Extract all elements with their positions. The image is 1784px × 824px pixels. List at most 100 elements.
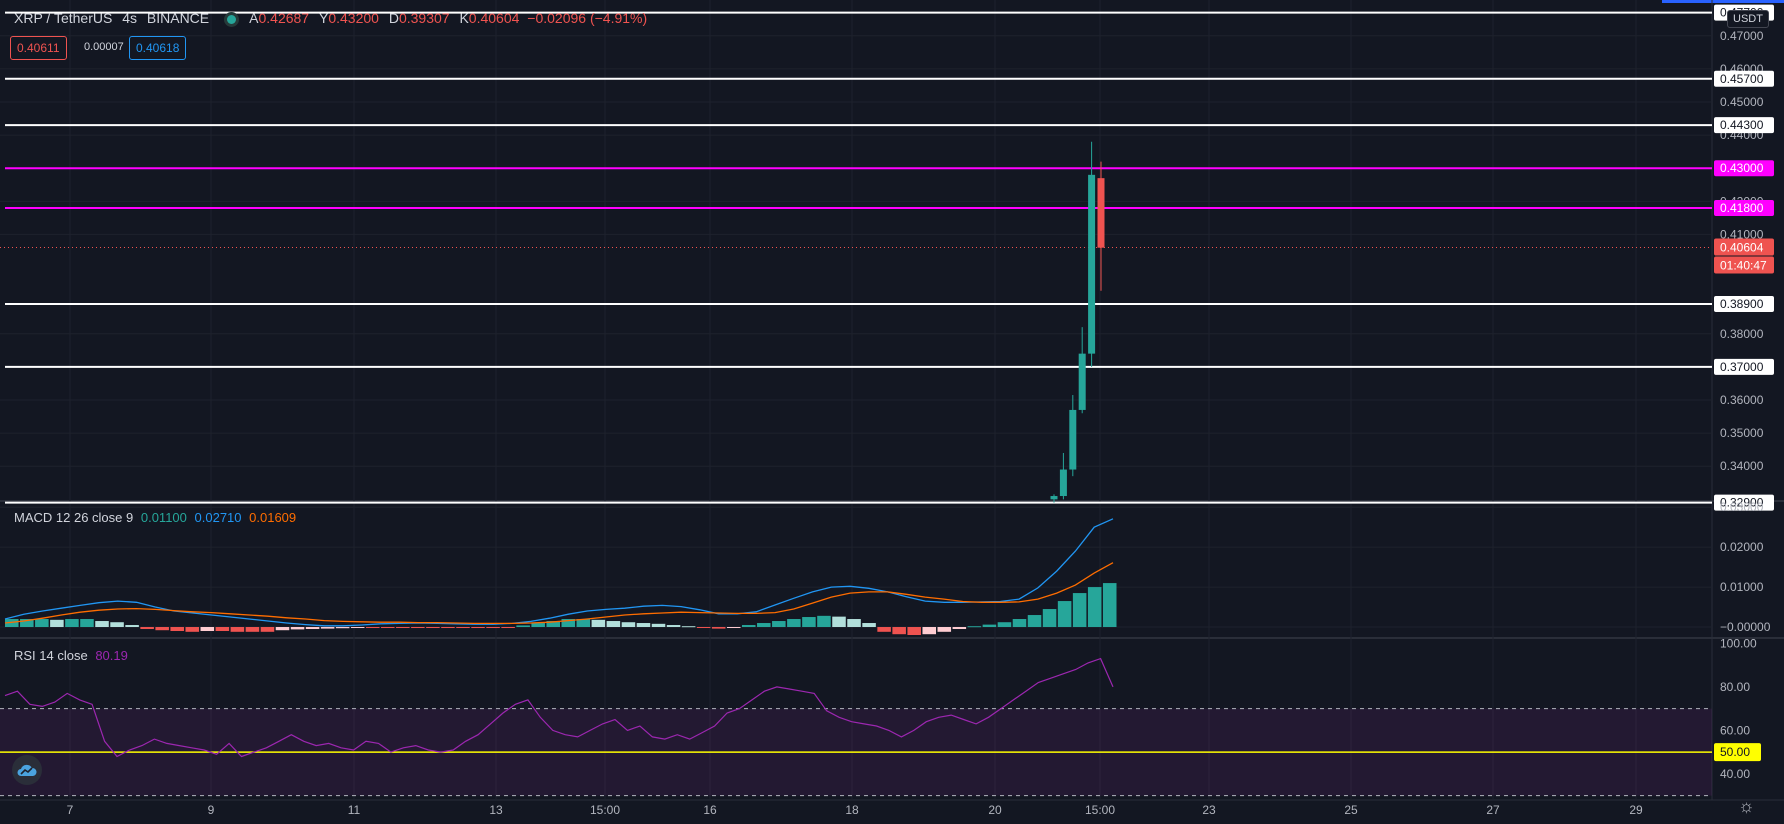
macd-histogram-bar bbox=[95, 621, 109, 628]
macd-histogram-bar bbox=[80, 619, 94, 628]
macd-histogram-bar bbox=[185, 627, 200, 632]
high-label: Y bbox=[318, 10, 329, 26]
macd-signal-value: 0.01609 bbox=[249, 510, 297, 525]
time-tick-label: 13 bbox=[489, 803, 503, 817]
price-tick-label: 0.38000 bbox=[1720, 327, 1764, 341]
last-price-badge[interactable] bbox=[1714, 238, 1774, 256]
macd-histogram-bar bbox=[982, 624, 997, 628]
macd-histogram-bar bbox=[651, 623, 666, 628]
macd-histogram-bar bbox=[877, 627, 891, 632]
macd-title[interactable]: MACD 12 26 close 9 bbox=[14, 510, 134, 525]
level-price-badge[interactable] bbox=[1714, 494, 1774, 511]
time-tick-label: 15:00 bbox=[1085, 803, 1115, 817]
macd-histogram-bar bbox=[636, 623, 651, 628]
macd-histogram-bar bbox=[275, 627, 290, 631]
last-price-label: 0.40604 bbox=[1720, 241, 1764, 255]
macd-histogram-bar bbox=[471, 627, 485, 629]
time-tick-label: 9 bbox=[208, 803, 215, 817]
macd-histogram-bar bbox=[922, 627, 937, 635]
horizontal-levels[interactable] bbox=[0, 11, 1712, 504]
macd-legend: MACD 12 26 close 9 0.01100 0.02710 0.016… bbox=[14, 510, 296, 525]
open-label: A bbox=[249, 10, 259, 26]
price-axis[interactable]: 0.470000.460000.450000.440000.420000.410… bbox=[1714, 4, 1774, 781]
macd-histogram-bar bbox=[215, 627, 230, 632]
macd-histogram-bar bbox=[1012, 619, 1027, 628]
time-tick-label: 18 bbox=[845, 803, 859, 817]
candle-body[interactable] bbox=[1050, 496, 1058, 500]
rsi-pane bbox=[0, 657, 1712, 797]
macd-histogram-bar bbox=[110, 622, 124, 628]
macd-histogram-bar bbox=[441, 627, 455, 629]
rsi-tick-label: 100.00 bbox=[1720, 636, 1757, 650]
macd-histogram-bar bbox=[260, 627, 275, 632]
macd-histogram-bar bbox=[907, 627, 921, 636]
macd-histogram-bar bbox=[726, 627, 741, 629]
candle-body[interactable] bbox=[1097, 178, 1105, 248]
macd-histogram-bar bbox=[290, 627, 305, 630]
macd-tick-label: 0.01000 bbox=[1720, 580, 1764, 594]
macd-tick-label: 0.03000 bbox=[1720, 500, 1764, 514]
open-value: 0.42687 bbox=[258, 10, 310, 26]
macd-histogram-bar bbox=[937, 627, 952, 632]
candle-body[interactable] bbox=[1059, 469, 1067, 497]
macd-histogram-bar bbox=[757, 623, 771, 628]
price-tick-label: 0.47000 bbox=[1720, 29, 1764, 43]
candle-body[interactable] bbox=[1069, 409, 1077, 470]
macd-tick-label: 0.02000 bbox=[1720, 540, 1764, 554]
low-value: 0.39307 bbox=[398, 10, 450, 26]
level-price-badge[interactable] bbox=[1714, 199, 1774, 216]
close-label: K bbox=[459, 10, 469, 26]
level-price-label: 0.38900 bbox=[1720, 297, 1764, 311]
macd-histogram-bar bbox=[696, 627, 711, 629]
time-tick-label: 29 bbox=[1629, 803, 1643, 817]
rsi-tick-label: 80.00 bbox=[1720, 680, 1750, 694]
high-value: 0.43200 bbox=[328, 10, 379, 26]
candle-body[interactable] bbox=[1088, 174, 1096, 354]
tradingview-logo-icon[interactable] bbox=[12, 755, 42, 785]
symbol-exchange: BINANCE bbox=[146, 10, 210, 26]
macd-histogram-bar bbox=[1057, 601, 1072, 628]
level-price-badge[interactable] bbox=[1714, 117, 1774, 134]
macd-histogram-bar bbox=[350, 627, 365, 629]
rsi-middle-label: 50.00 bbox=[1720, 745, 1750, 759]
price-tick-label: 0.35000 bbox=[1720, 426, 1764, 440]
macd-histogram-bar bbox=[741, 625, 756, 628]
settings-gear-icon[interactable]: ☼ bbox=[1738, 796, 1755, 816]
market-status-icon bbox=[227, 14, 237, 24]
buy-price-button[interactable]: 0.40618 bbox=[129, 36, 187, 60]
macd-histogram-bar bbox=[1102, 583, 1117, 628]
top-accent-bar bbox=[1662, 0, 1784, 3]
candle-body[interactable] bbox=[1078, 353, 1086, 410]
price-tick-label: 0.36000 bbox=[1720, 393, 1764, 407]
macd-histogram-bar bbox=[20, 619, 34, 628]
macd-histogram-bar bbox=[531, 623, 545, 628]
time-tick-label: 16 bbox=[703, 803, 717, 817]
level-price-label: 0.43000 bbox=[1720, 161, 1764, 175]
time-tick-label: 15:00 bbox=[590, 803, 620, 817]
symbol-name[interactable]: XRP / TetherUS bbox=[14, 10, 113, 26]
level-price-label: 0.37000 bbox=[1720, 360, 1764, 374]
cloud-icon bbox=[17, 764, 37, 776]
currency-badge[interactable]: USDT bbox=[1727, 10, 1769, 28]
macd-histogram-bar bbox=[576, 619, 591, 628]
level-price-badge[interactable] bbox=[1714, 295, 1774, 312]
macd-histogram-bar bbox=[170, 627, 184, 632]
time-tick-label: 23 bbox=[1202, 803, 1216, 817]
macd-hist-value: 0.01100 bbox=[140, 510, 187, 525]
level-price-badge[interactable] bbox=[1714, 70, 1774, 87]
macd-histogram-bar bbox=[1027, 615, 1042, 628]
macd-histogram-bar bbox=[365, 627, 380, 629]
symbol-interval[interactable]: 4s bbox=[122, 10, 137, 26]
symbol-header: XRP / TetherUS 4s BINANCE A0.42687 Y0.43… bbox=[14, 10, 647, 26]
rsi-line bbox=[4, 657, 1114, 758]
macd-line bbox=[4, 518, 1114, 627]
time-axis[interactable]: 7 9 11 13 15:00 16 18 20 15:00 23 25 27 29 bbox=[67, 803, 1643, 817]
macd-histogram-bar bbox=[606, 621, 621, 628]
level-price-badge[interactable] bbox=[1714, 358, 1774, 375]
macd-histogram-bar bbox=[486, 627, 500, 629]
level-price-badge[interactable] bbox=[1714, 160, 1774, 177]
candlesticks[interactable] bbox=[1050, 141, 1105, 503]
rsi-title[interactable]: RSI 14 close bbox=[14, 648, 88, 663]
sell-price-button[interactable]: 0.40611 bbox=[10, 36, 67, 60]
